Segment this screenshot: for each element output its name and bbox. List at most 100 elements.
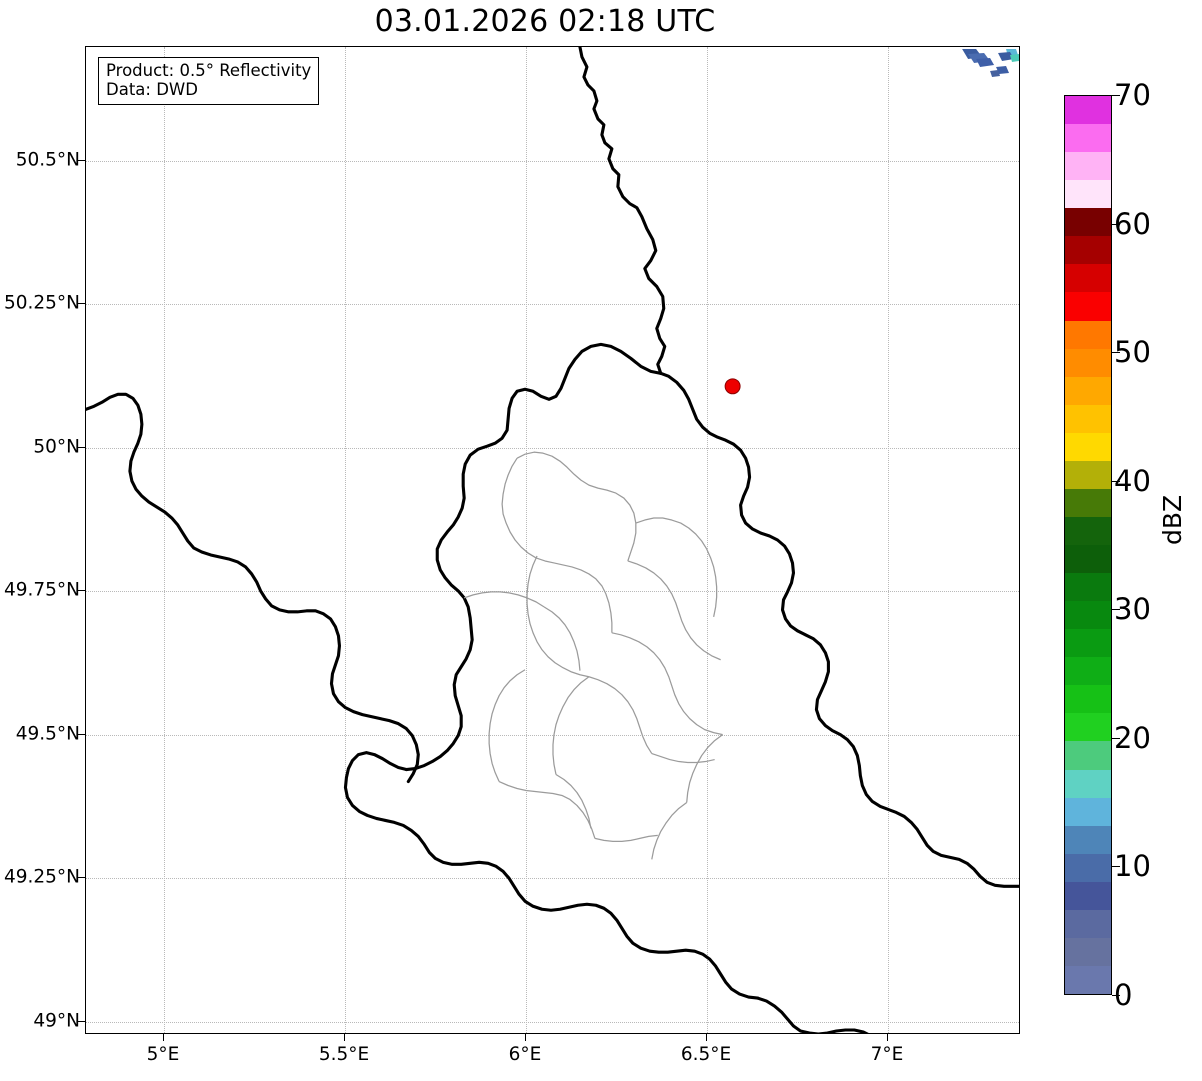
y-tick-label-49-5: 49.5°N: [15, 723, 80, 745]
colorbar-band: [1065, 96, 1111, 125]
colorbar-band: [1065, 376, 1111, 405]
y-tick-label-50-25: 50.25°N: [3, 292, 80, 314]
colorbar-band: [1065, 320, 1111, 349]
x-tickmark: [706, 1034, 707, 1041]
colorbar-tickmark: [1112, 95, 1120, 96]
gridline-horizontal: [86, 1022, 1019, 1023]
district-border-17: [543, 606, 581, 671]
colorbar-band: [1065, 825, 1111, 854]
colorbar-axis-label: dBZ: [1158, 494, 1187, 545]
colorbar-band: [1065, 629, 1111, 658]
district-border-11: [651, 752, 715, 764]
district-border-1: [516, 451, 637, 562]
district-border-13: [555, 773, 592, 829]
reflectivity-colorbar[interactable]: [1064, 95, 1112, 995]
x-tickmark: [344, 1034, 345, 1041]
border-france-germany-south: [756, 996, 869, 1033]
colorbar-band: [1065, 713, 1111, 742]
gridline-vertical: [526, 47, 527, 1033]
colorbar-tickmark: [1112, 866, 1120, 867]
colorbar-band: [1065, 180, 1111, 209]
colorbar-band: [1065, 685, 1111, 714]
colorbar-band: [1065, 264, 1111, 293]
gridline-horizontal: [86, 304, 1019, 305]
colorbar-tick-60: 60: [1114, 207, 1151, 241]
x-tickmark: [525, 1034, 526, 1041]
district-border-12: [498, 780, 596, 839]
district-border-16: [463, 591, 545, 608]
colorbar-band: [1065, 348, 1111, 377]
x-tick-label-6e: 6°E: [508, 1044, 542, 1065]
y-tickmark: [78, 160, 85, 161]
colorbar-band: [1065, 545, 1111, 574]
colorbar-tickmark: [1112, 609, 1120, 610]
gridline-vertical: [345, 47, 346, 1033]
y-tickmark: [78, 1021, 85, 1022]
colorbar-tickmark: [1112, 481, 1120, 482]
gridline-horizontal: [86, 735, 1019, 736]
gridline-horizontal: [86, 591, 1019, 592]
colorbar-tick-0: 0: [1114, 978, 1133, 1012]
colorbar-band: [1065, 601, 1111, 630]
colorbar-band: [1065, 881, 1111, 910]
colorbar-band: [1065, 124, 1111, 153]
radar-site-marker[interactable]: [724, 378, 741, 395]
x-tick-label-5e: 5°E: [146, 1044, 180, 1065]
y-tick-label-50: 50°N: [33, 436, 80, 458]
district-border-5: [611, 632, 723, 736]
colorbar-band: [1065, 404, 1111, 433]
gridline-horizontal: [86, 161, 1019, 162]
district-border-7: [588, 676, 653, 754]
gridline-vertical: [707, 47, 708, 1033]
colorbar-band: [1065, 236, 1111, 265]
colorbar-band: [1065, 741, 1111, 770]
border-luxembourg-north-west: [404, 342, 663, 772]
district-border-14: [651, 801, 688, 860]
colorbar-band: [1065, 965, 1111, 994]
border-luxembourg-east: [659, 371, 1019, 888]
radar-echo-cell: [996, 65, 1010, 74]
colorbar-band: [1065, 432, 1111, 461]
radar-echo-cell: [976, 57, 995, 67]
x-tick-label-6-5e: 6.5°E: [680, 1044, 732, 1065]
gridline-vertical: [164, 47, 165, 1033]
colorbar-tickmark: [1112, 995, 1120, 996]
colorbar-band: [1065, 573, 1111, 602]
colorbar-tickmark: [1112, 224, 1120, 225]
x-tickmark: [163, 1034, 164, 1041]
y-tickmark: [78, 447, 85, 448]
page-title: 03.01.2026 02:18 UTC: [374, 4, 716, 39]
colorbar-band: [1065, 937, 1111, 966]
district-border-4: [627, 560, 721, 661]
x-tick-label-5-5e: 5.5°E: [318, 1044, 370, 1065]
colorbar-tick-40: 40: [1114, 464, 1151, 498]
district-border-2: [501, 457, 613, 633]
border-belgium-germany: [578, 47, 667, 375]
colorbar-band: [1065, 516, 1111, 545]
country-borders-layer: [86, 47, 1019, 1033]
y-tick-label-49-75: 49.75°N: [3, 579, 80, 601]
colorbar-tick-70: 70: [1114, 78, 1151, 112]
radar-echo-cell: [998, 51, 1015, 61]
x-tick-label-7e: 7°E: [870, 1044, 904, 1065]
colorbar-band: [1065, 657, 1111, 686]
y-tickmark: [78, 877, 85, 878]
map-vector-overlay: [86, 47, 1019, 1033]
colorbar-band: [1065, 292, 1111, 321]
colorbar-band: [1065, 488, 1111, 517]
colorbar-band: [1065, 853, 1111, 882]
radar-echo-cell: [1010, 53, 1019, 62]
colorbar-tick-20: 20: [1114, 721, 1151, 755]
colorbar-band: [1065, 460, 1111, 489]
radar-map-plot[interactable]: Product: 0.5° Reflectivity Data: DWD: [85, 46, 1020, 1034]
colorbar-band: [1065, 797, 1111, 826]
gridline-horizontal: [86, 448, 1019, 449]
border-luxembourg-south: [343, 751, 760, 1000]
radar-echo-cell: [990, 69, 1001, 77]
colorbar-tickmark: [1112, 352, 1120, 353]
district-border-6: [526, 555, 590, 678]
border-france-north-west: [86, 392, 420, 784]
x-tickmark: [887, 1034, 888, 1041]
colorbar-tickmark: [1112, 738, 1120, 739]
colorbar-band: [1065, 208, 1111, 237]
